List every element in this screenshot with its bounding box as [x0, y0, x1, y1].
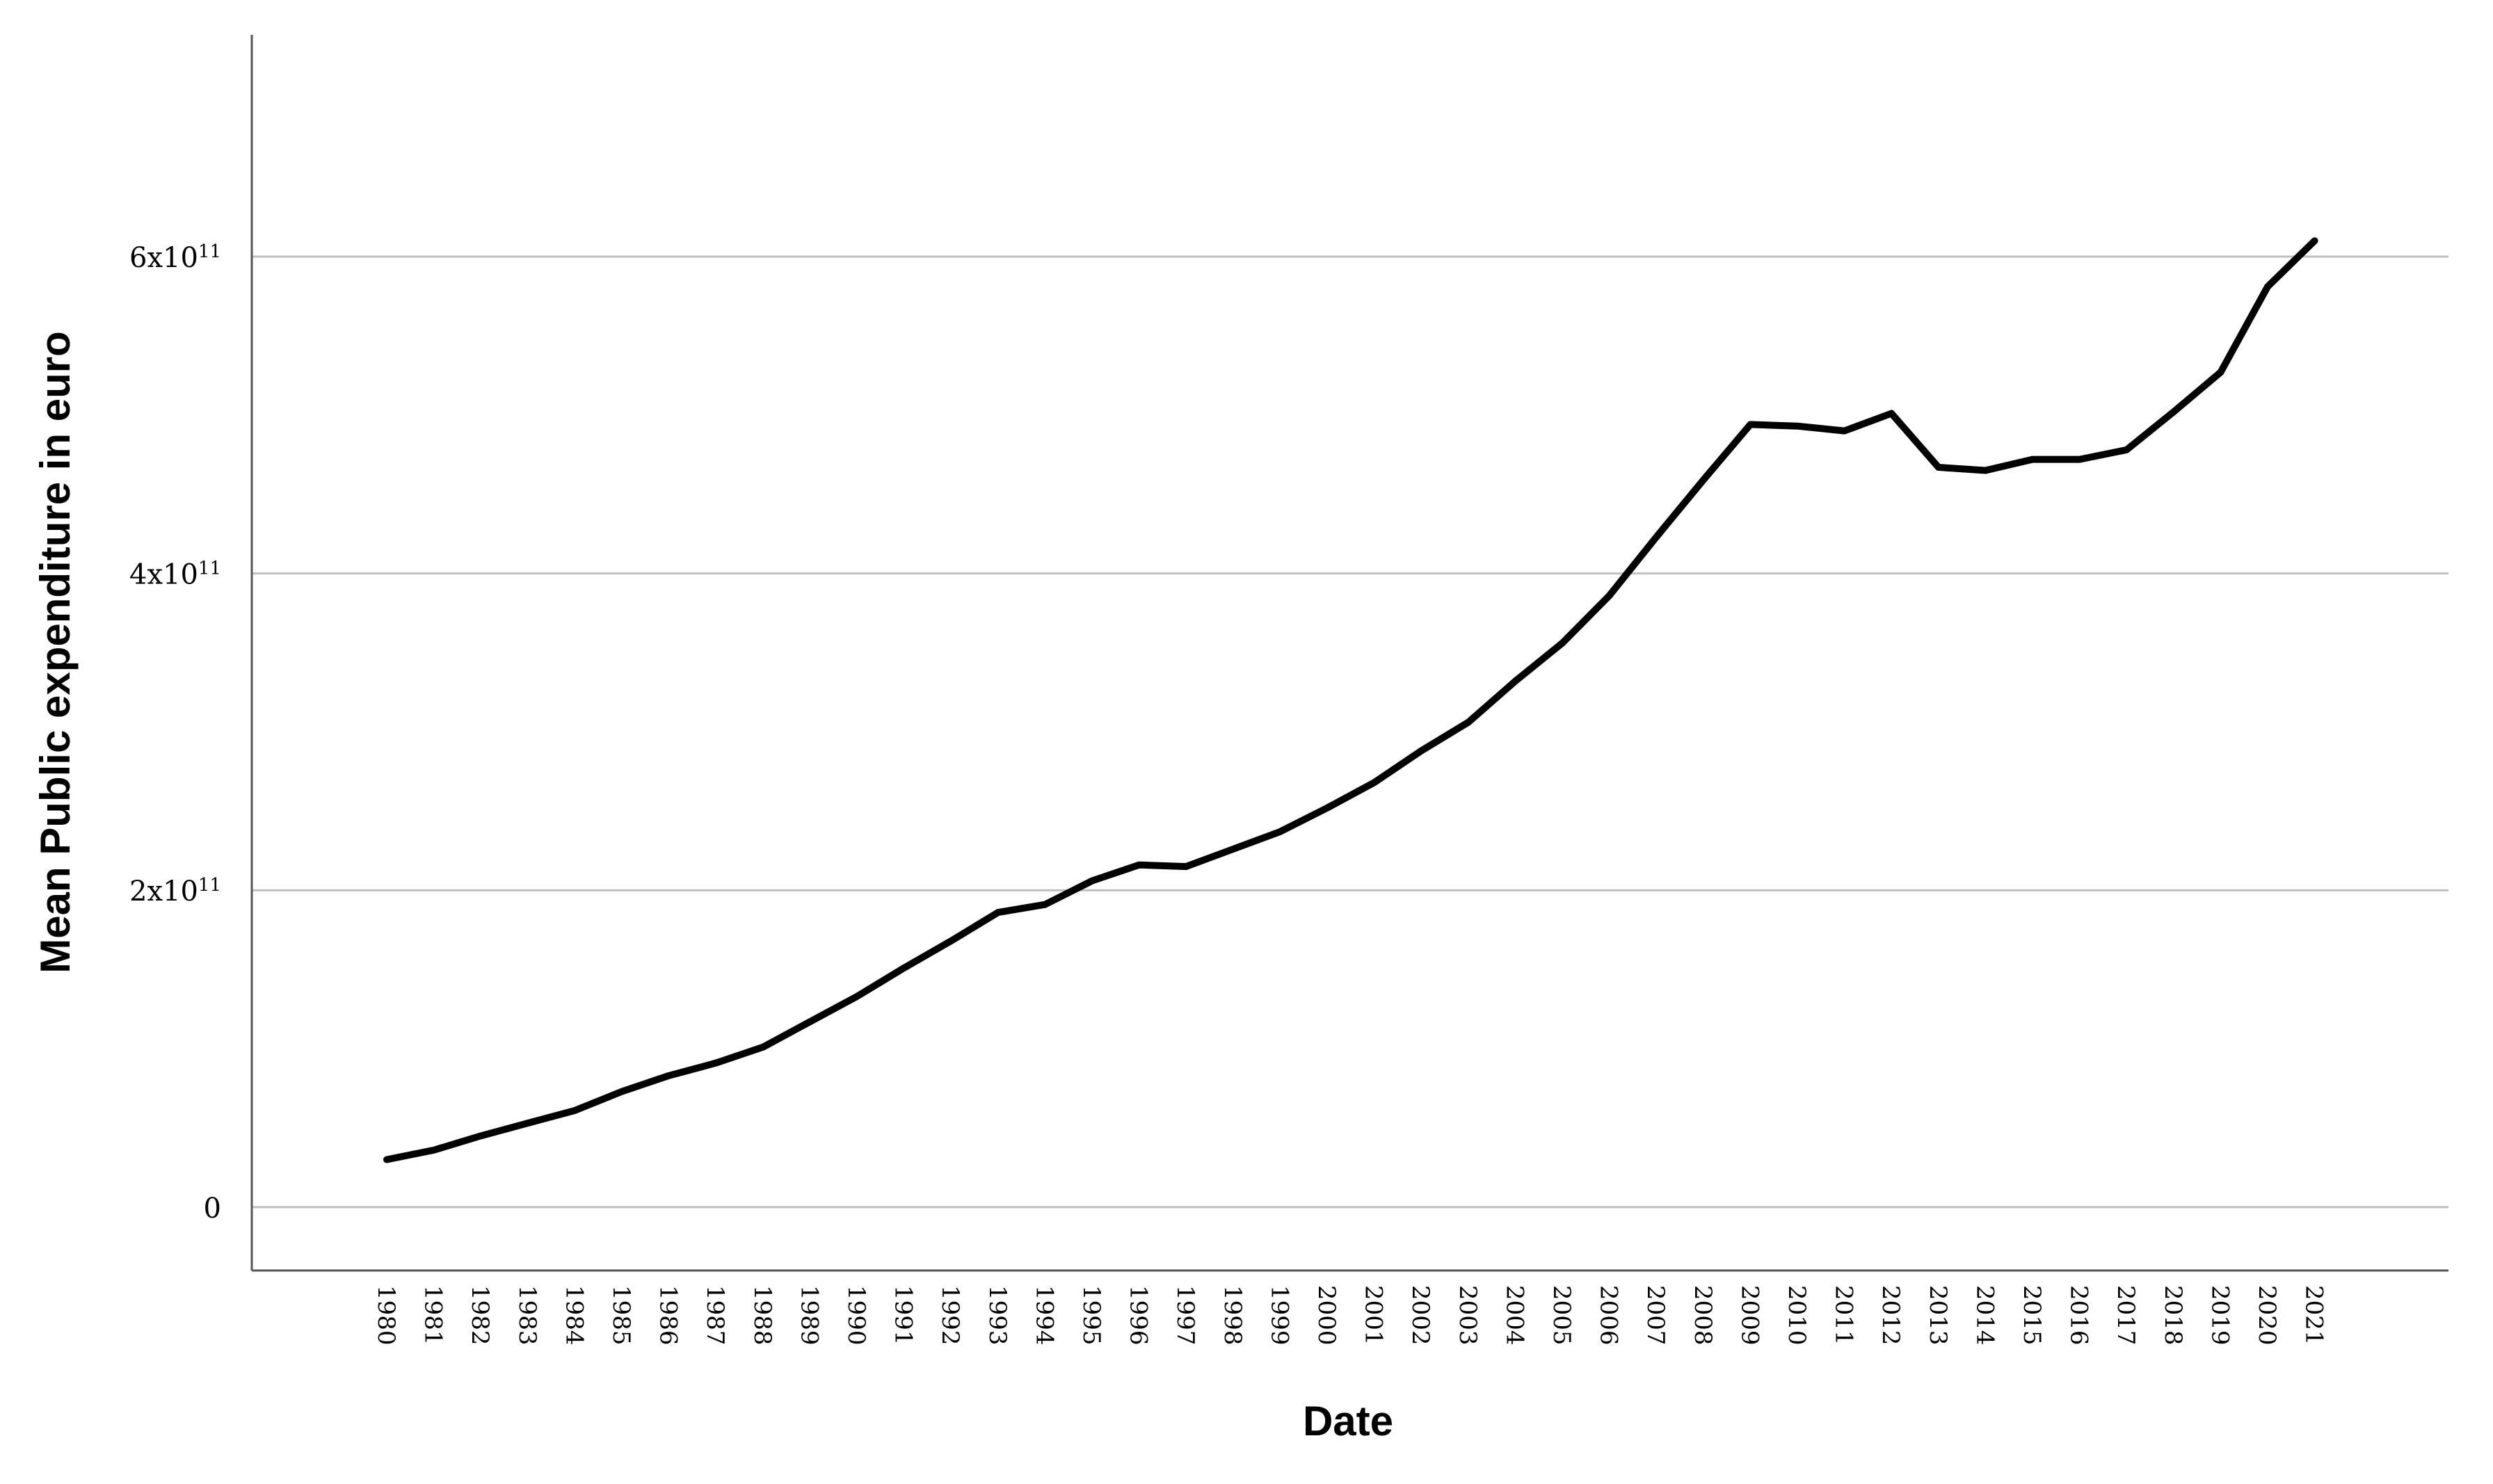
- x-axis-title: Date: [1303, 1398, 1393, 1444]
- x-tick-label: 2014: [1971, 1285, 1998, 1346]
- y-tick-label: 6x1011: [129, 241, 221, 274]
- x-tick-label: 2003: [1454, 1285, 1482, 1346]
- x-tick-label: 2010: [1783, 1285, 1811, 1346]
- x-tick-label: 1989: [795, 1285, 823, 1346]
- x-tick-label: 2002: [1406, 1285, 1434, 1346]
- x-tick-label: 2012: [1877, 1285, 1905, 1346]
- y-tick-label: 4x1011: [129, 558, 221, 591]
- x-tick-label: 1998: [1219, 1285, 1246, 1346]
- y-axis-title: Mean Public expenditure in euro: [32, 331, 79, 974]
- x-tick-label: 1996: [1125, 1285, 1153, 1346]
- x-tick-label: 1995: [1077, 1285, 1105, 1346]
- x-tick-label: 1992: [936, 1285, 964, 1346]
- x-tick-label: 2017: [2112, 1285, 2140, 1346]
- series-layer: [383, 237, 2318, 1163]
- series-line: [383, 237, 2318, 1163]
- x-tick-label: 1993: [984, 1285, 1011, 1346]
- x-tick-label: 2021: [2300, 1285, 2328, 1346]
- x-tick-label: 2019: [2206, 1285, 2234, 1346]
- x-tick-label: 1982: [466, 1285, 494, 1346]
- y-tick-label: 2x1011: [129, 875, 221, 908]
- x-tick-labels: 1980 1981 1982 1983 1984 1985 1986 1987 1988 1989…: [372, 1285, 2328, 1346]
- x-tick-label: 1990: [842, 1285, 870, 1346]
- x-tick-label: 2005: [1548, 1285, 1576, 1346]
- x-tick-label: 1980: [372, 1285, 400, 1346]
- x-tick-label: 2011: [1830, 1285, 1858, 1346]
- y-tick-labels: 0 2x1011 4x1011 6x1011: [129, 241, 221, 1225]
- x-tick-label: 2004: [1500, 1285, 1528, 1346]
- x-tick-label: 2016: [2065, 1285, 2093, 1346]
- x-tick-label: 1988: [748, 1285, 776, 1346]
- gridlines: [252, 255, 2448, 1209]
- x-tick-label: 1999: [1265, 1285, 1293, 1346]
- y-tick-label: 0: [204, 1193, 221, 1225]
- x-tick-label: 1987: [701, 1285, 729, 1346]
- x-tick-label: 2007: [1642, 1285, 1669, 1346]
- axes: [250, 35, 2448, 1272]
- x-tick-label: 2018: [2159, 1285, 2187, 1346]
- x-tick-label: 1994: [1030, 1285, 1058, 1346]
- x-tick-label: 2001: [1360, 1285, 1388, 1346]
- x-tick-label: 2015: [2018, 1285, 2046, 1346]
- x-tick-label: 1983: [513, 1285, 541, 1346]
- x-tick-label: 2020: [2253, 1285, 2281, 1346]
- x-tick-label: 1986: [655, 1285, 682, 1346]
- x-tick-label: 2008: [1689, 1285, 1717, 1346]
- x-tick-label: 2000: [1313, 1285, 1340, 1346]
- x-tick-label: 1985: [607, 1285, 635, 1346]
- x-tick-label: 2009: [1736, 1285, 1763, 1346]
- x-tick-label: 1991: [890, 1285, 917, 1346]
- x-tick-label: 2006: [1595, 1285, 1623, 1346]
- x-tick-label: 1997: [1171, 1285, 1199, 1346]
- x-tick-label: 2013: [1924, 1285, 1952, 1346]
- x-tick-label: 1981: [419, 1285, 447, 1346]
- x-tick-label: 1984: [560, 1285, 588, 1346]
